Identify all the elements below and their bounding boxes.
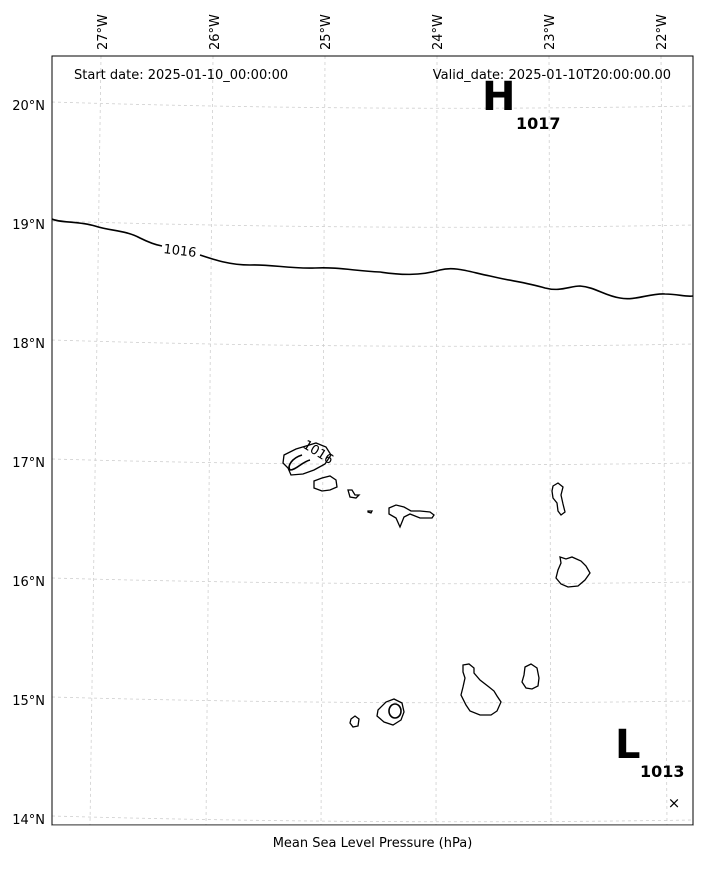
islands xyxy=(282,442,591,728)
island-santa-luzia xyxy=(347,489,361,499)
isobar-1016-north-cont xyxy=(199,254,693,300)
lon-label-25w: 25°W xyxy=(319,14,334,50)
isobar-1016-island xyxy=(288,454,311,471)
lat-label-16n: 16°N xyxy=(12,575,45,590)
lat-label-18n: 18°N xyxy=(12,337,45,352)
lat-label-15n: 15°N xyxy=(12,694,45,709)
valid-date-text: Valid_date: 2025-01-10T20:00:00.00 xyxy=(433,68,671,83)
low-center-marker: × xyxy=(668,794,681,812)
island-maio xyxy=(521,663,540,690)
contour-label-1016-island: 1016 xyxy=(300,438,336,468)
island-santo-antao xyxy=(282,442,332,476)
start-date-text: Start date: 2025-01-10_00:00:00 xyxy=(74,68,288,83)
lat-label-20n: 20°N xyxy=(12,99,45,114)
lon-label-26w: 26°W xyxy=(208,14,223,50)
contour-label-1016-north: 1016 xyxy=(163,242,198,261)
graticule xyxy=(52,56,693,825)
high-pressure-value: 1017 xyxy=(516,114,561,133)
lat-label-14n: 14°N xyxy=(12,813,45,828)
island-sao-vicente xyxy=(313,475,338,492)
island-fogo xyxy=(376,698,405,726)
lon-label-27w: 27°W xyxy=(96,14,111,50)
map-frame xyxy=(51,55,694,826)
high-pressure-letter: H xyxy=(482,74,515,120)
island-sao-nicolau xyxy=(388,504,435,529)
lon-tick-labels: 27°W 26°W 25°W 24°W 23°W 22°W xyxy=(96,14,670,50)
island-santiago xyxy=(460,663,502,716)
low-pressure-letter: L xyxy=(615,722,641,768)
island-brava xyxy=(349,715,360,728)
lat-label-19n: 19°N xyxy=(12,218,45,233)
island-sal xyxy=(551,482,566,516)
isobars xyxy=(52,218,693,719)
map-area: 1016 1016 H 1017 L 1013 × xyxy=(52,56,693,825)
map-caption: Mean Sea Level Pressure (hPa) xyxy=(272,836,473,851)
island-boa-vista xyxy=(555,556,591,588)
lat-label-17n: 17°N xyxy=(12,456,45,471)
lon-label-22w: 22°W xyxy=(655,14,670,50)
island-raso xyxy=(367,510,374,514)
isobar-1016-north xyxy=(52,218,163,247)
lon-label-24w: 24°W xyxy=(431,14,446,50)
low-pressure-value: 1013 xyxy=(640,762,685,781)
isobar-fogo-center xyxy=(388,703,402,719)
lon-label-23w: 23°W xyxy=(543,14,558,50)
lat-tick-labels: 20°N 19°N 18°N 17°N 16°N 15°N 14°N xyxy=(12,99,45,828)
